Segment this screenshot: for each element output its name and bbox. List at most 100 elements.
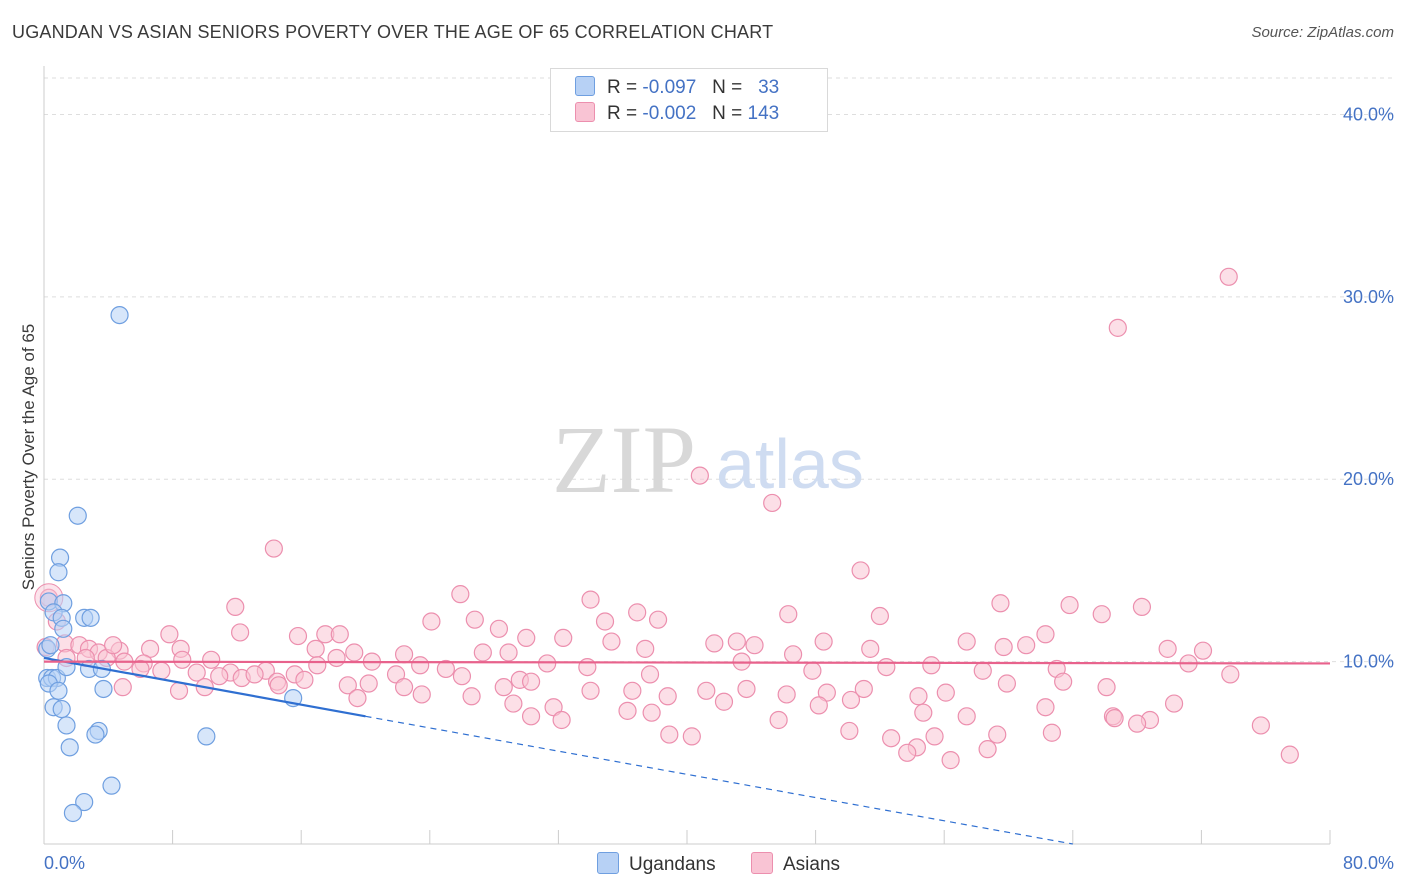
data-point	[102, 776, 121, 795]
data-point	[697, 681, 716, 700]
ugandans-legend-swatch	[597, 852, 619, 874]
data-point	[1054, 672, 1073, 691]
data-point	[327, 648, 346, 668]
x-tick-label: 0.0%	[44, 853, 85, 873]
legend-r-label: R =	[607, 103, 638, 124]
data-point	[1042, 723, 1062, 742]
data-point	[394, 678, 414, 697]
data-point	[997, 674, 1016, 693]
data-point	[451, 585, 470, 604]
ugandans-swatch	[575, 76, 595, 96]
data-point	[330, 625, 349, 644]
data-point	[595, 612, 615, 631]
tick-labels: 10.0% 20.0% 30.0% 40.0% 0.0% 80.0%	[44, 104, 1394, 873]
data-point	[41, 636, 60, 655]
data-point	[1127, 714, 1147, 733]
data-point	[803, 661, 822, 680]
data-point	[1132, 597, 1152, 617]
data-point	[640, 665, 660, 684]
data-point	[465, 610, 484, 629]
grid-lines	[44, 77, 1392, 663]
data-point	[75, 792, 94, 812]
legend-r-value: -0.097	[642, 77, 697, 98]
data-point	[779, 605, 798, 624]
data-point	[81, 608, 100, 627]
data-point	[49, 563, 68, 582]
data-point	[517, 628, 536, 648]
data-point	[636, 639, 655, 658]
data-point	[231, 623, 250, 642]
data-point	[345, 643, 364, 662]
data-point	[521, 707, 541, 726]
data-point	[682, 727, 701, 746]
data-point	[1158, 639, 1177, 658]
data-point	[452, 667, 472, 686]
data-point	[288, 626, 308, 646]
legend-n-label: N =	[712, 103, 743, 124]
data-point	[152, 661, 171, 680]
data-point	[264, 539, 283, 558]
data-point	[554, 628, 573, 648]
data-point	[1036, 698, 1055, 717]
data-point	[504, 694, 523, 713]
legend-item-ugandans[interactable]: Ugandans	[597, 852, 716, 876]
data-point	[306, 639, 325, 658]
data-point	[745, 636, 764, 655]
asians-trend-line	[43, 660, 1331, 665]
data-point	[295, 670, 314, 689]
data-point	[538, 654, 557, 673]
ugandans-legend-label: Ugandans	[629, 854, 716, 875]
x-tick-label: 80.0%	[1343, 853, 1394, 873]
data-point	[783, 645, 803, 664]
stats-legend: R = -0.097 N = 33 R = -0.002 N = 143	[550, 68, 828, 132]
data-point	[648, 610, 668, 629]
data-point	[411, 656, 430, 675]
data-point	[705, 634, 724, 653]
data-point	[898, 743, 917, 762]
data-point	[882, 729, 901, 748]
data-point	[581, 681, 600, 700]
ugandans-trend-line	[43, 656, 366, 718]
legend-row-ugandans: R = -0.097 N = 33	[575, 76, 779, 102]
y-tick-label: 40.0%	[1343, 104, 1394, 124]
data-point	[777, 685, 796, 704]
y-tick-label: 20.0%	[1343, 469, 1394, 489]
data-point	[994, 637, 1013, 657]
data-point	[658, 687, 677, 706]
data-point	[552, 710, 571, 730]
data-point	[1036, 625, 1055, 644]
data-point	[338, 676, 357, 695]
data-point	[877, 657, 896, 677]
data-point	[973, 661, 992, 680]
data-point	[489, 619, 509, 638]
data-point	[173, 650, 192, 669]
data-point	[1060, 595, 1079, 615]
data-point	[870, 606, 890, 626]
data-point	[1108, 318, 1127, 337]
data-point	[909, 687, 928, 706]
data-point	[727, 632, 746, 651]
data-point	[840, 721, 859, 741]
data-point	[1164, 694, 1184, 713]
data-point	[991, 594, 1010, 613]
legend-item-asians[interactable]: Asians	[751, 852, 840, 876]
data-point	[1251, 716, 1270, 735]
asians-legend-swatch	[751, 852, 773, 874]
watermark-zip: ZIP	[552, 406, 696, 513]
data-point	[914, 703, 933, 722]
data-point	[618, 701, 637, 720]
data-point	[110, 305, 129, 325]
data-point	[54, 619, 73, 638]
data-point	[499, 643, 518, 662]
data-point	[57, 716, 76, 735]
data-point	[1092, 605, 1111, 624]
data-point	[202, 650, 221, 669]
data-point	[169, 681, 189, 700]
data-point	[49, 681, 68, 700]
data-point	[690, 466, 709, 485]
data-point	[521, 672, 541, 691]
data-point	[68, 506, 87, 525]
data-point	[52, 699, 71, 719]
data-point	[210, 667, 229, 686]
data-point	[602, 632, 621, 651]
